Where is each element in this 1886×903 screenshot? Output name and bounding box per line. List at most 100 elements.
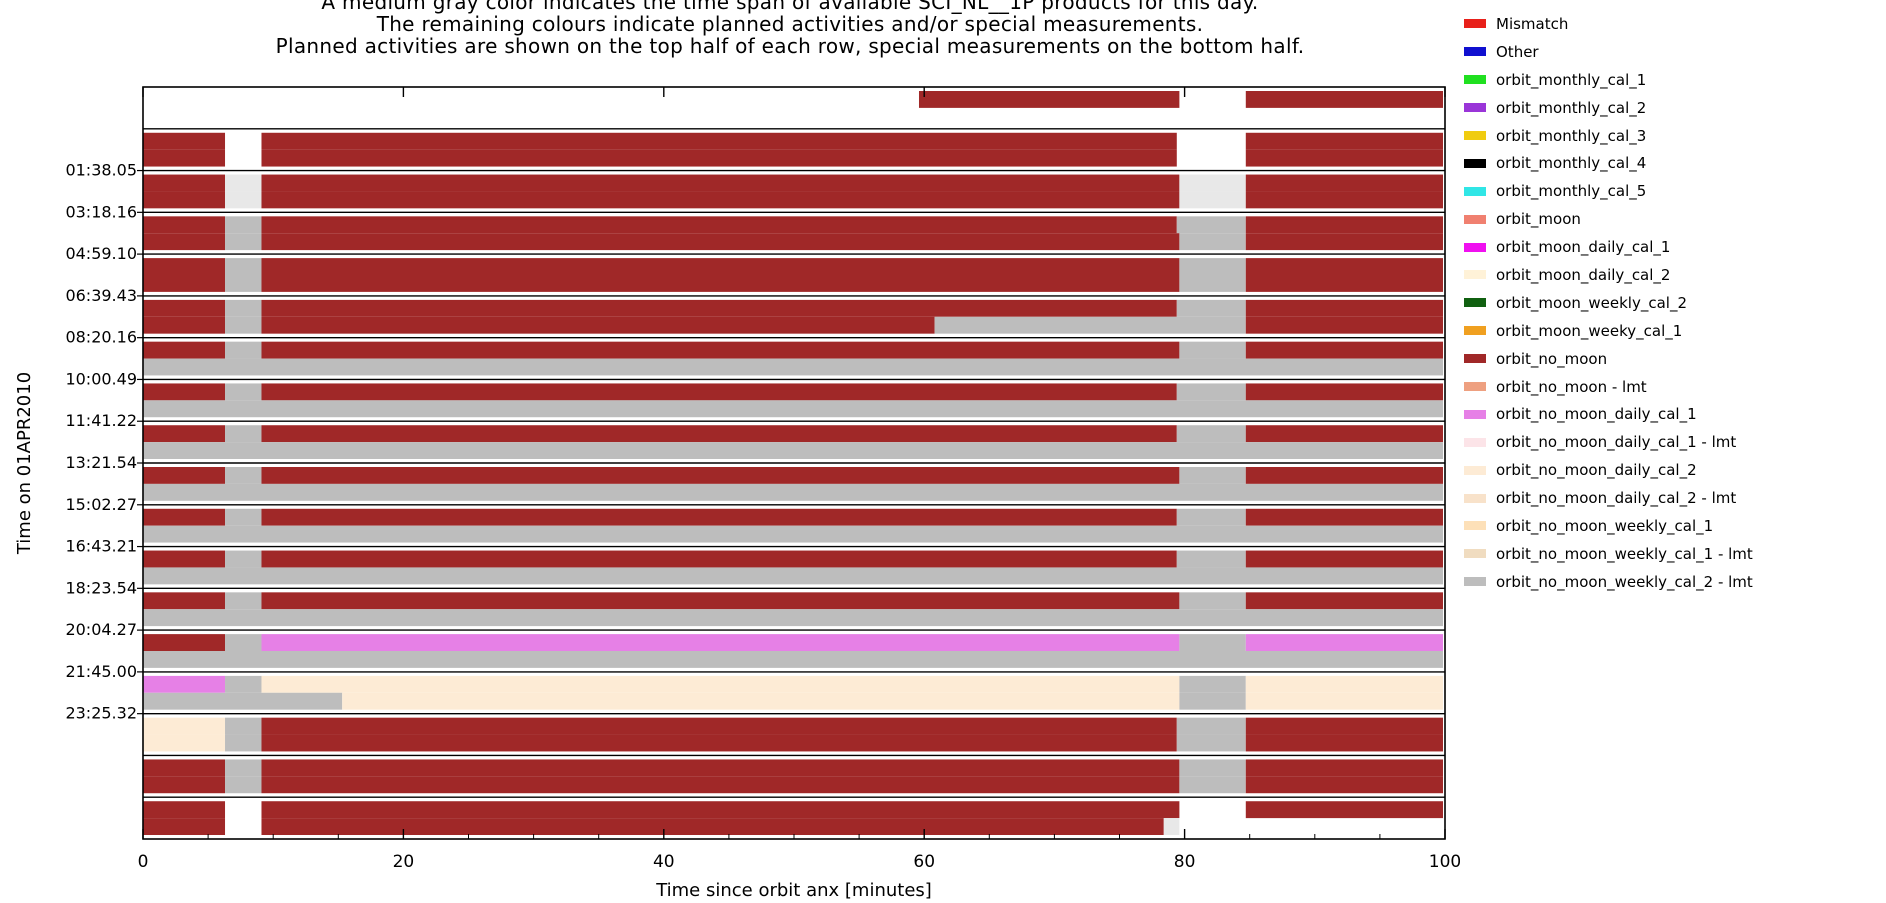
legend-entry: orbit_no_moon_daily_cal_2 - lmt (1464, 484, 1878, 512)
legend-swatch (1464, 186, 1486, 196)
legend-swatch (1464, 158, 1486, 168)
activity-bar (143, 299, 226, 317)
activity-bar (1245, 316, 1443, 334)
activity-bar (261, 550, 1177, 568)
activity-bar (1245, 508, 1443, 526)
activity-bar (225, 776, 262, 794)
legend-label: orbit_no_moon_daily_cal_1 - lmt (1496, 433, 1737, 452)
activity-bar (143, 734, 226, 752)
note-line-2: The remaining colours indicate planned a… (376, 12, 1204, 36)
legend-label: orbit_moon_weekly_cal_2 (1496, 293, 1687, 312)
chart-notes: A medium gray color indicates the time s… (140, 0, 1440, 57)
activity-bar (1245, 717, 1443, 735)
activity-bar (1245, 191, 1443, 209)
activity-bar (225, 316, 262, 334)
activity-bar (1245, 132, 1443, 150)
legend-label: orbit_monthly_cal_2 (1496, 98, 1647, 117)
activity-bar (1245, 341, 1443, 359)
activity-bar (261, 216, 1177, 234)
y-tick-label: 13:21.54 (65, 453, 137, 472)
x-tick-label: 100 (1429, 852, 1460, 872)
activity-bar (1245, 467, 1443, 484)
activity-bar (1245, 550, 1443, 568)
activity-bar (143, 233, 226, 251)
activity-bar (1245, 299, 1443, 317)
activity-bar (225, 299, 262, 317)
activity-bar (225, 717, 262, 735)
activity-bar (1245, 233, 1443, 251)
activity-bar (261, 275, 1180, 292)
legend-label: orbit_moon_daily_cal_1 (1496, 238, 1671, 257)
activity-bar (934, 316, 1246, 334)
legend-entry: orbit_no_moon - lmt (1464, 373, 1878, 401)
x-tick-label: 80 (1174, 852, 1196, 872)
activity-bar (261, 191, 1180, 209)
activity-bar (261, 299, 1177, 317)
y-tick-label: 03:18.16 (65, 202, 137, 221)
note-line-3: Planned activities are shown on the top … (275, 34, 1305, 58)
activity-bar (1245, 425, 1443, 443)
activity-bar (143, 425, 226, 443)
legend-entry: orbit_moon_daily_cal_2 (1464, 261, 1878, 289)
activity-bar (225, 275, 262, 292)
activity-bar (143, 316, 226, 334)
activity-bar (1179, 634, 1246, 651)
activity-bar (1176, 299, 1246, 317)
activity-bar (1179, 675, 1246, 693)
activity-bar (143, 383, 226, 401)
activity-bar (1179, 341, 1246, 359)
activity-bar (1176, 425, 1246, 443)
legend-entry: orbit_monthly_cal_3 (1464, 122, 1878, 150)
activity-bar (143, 341, 226, 359)
activity-bar (143, 149, 226, 167)
activity-bar (225, 467, 262, 484)
legend-label: orbit_no_moon_daily_cal_2 (1496, 461, 1697, 480)
activity-bar (261, 341, 1180, 359)
legend-entry: orbit_monthly_cal_2 (1464, 94, 1878, 122)
legend-swatch (1464, 214, 1486, 224)
legend-swatch (1464, 465, 1486, 475)
legend-swatch (1464, 382, 1486, 392)
x-axis-label: Time since orbit anx [minutes] (655, 880, 932, 901)
activity-bar (143, 776, 226, 794)
legend-label: orbit_no_moon_weekly_cal_1 (1496, 516, 1714, 535)
legend-entry: orbit_monthly_cal_5 (1464, 177, 1878, 205)
activity-bar (143, 592, 226, 610)
legend-entry: orbit_no_moon_daily_cal_1 (1464, 400, 1878, 428)
activity-bar (143, 567, 1443, 585)
activity-bar (1245, 592, 1443, 610)
legend-label: orbit_no_moon_weekly_cal_1 - lmt (1496, 544, 1753, 563)
legend-label: orbit_no_moon_daily_cal_1 (1496, 405, 1697, 424)
legend-entry: orbit_moon (1464, 205, 1878, 233)
activity-bar (143, 483, 1443, 501)
legend-entry: orbit_monthly_cal_1 (1464, 66, 1878, 94)
y-tick-label: 11:41.22 (65, 411, 137, 430)
activity-bar (261, 592, 1180, 610)
legend-swatch (1464, 47, 1486, 57)
legend-swatch (1464, 270, 1486, 280)
activity-bar (1245, 759, 1443, 777)
legend-swatch (1464, 103, 1486, 113)
legend-label: orbit_no_moon_daily_cal_2 - lmt (1496, 489, 1737, 508)
activity-bar (143, 275, 226, 292)
legend-label: orbit_no_moon (1496, 349, 1608, 368)
activity-bar (1245, 275, 1443, 292)
activity-bar (1245, 383, 1443, 401)
activity-bar (143, 400, 1443, 418)
y-tick-label: 10:00.49 (65, 369, 137, 388)
activity-bar (143, 358, 1443, 376)
legend-label: orbit_monthly_cal_3 (1496, 126, 1647, 145)
activity-bar (1179, 191, 1246, 209)
activity-bar (261, 675, 1180, 693)
x-tick-label: 40 (653, 852, 675, 872)
activity-bar (225, 383, 262, 401)
activity-bar (1179, 258, 1246, 275)
legend-swatch (1464, 131, 1486, 140)
legend-label: orbit_monthly_cal_4 (1496, 154, 1647, 173)
activity-bar (261, 258, 1180, 275)
activity-bar (1176, 508, 1246, 526)
legend: Mismatch Other orbit_monthly_cal_1 orbit_mo… (1464, 10, 1878, 596)
activity-bar (143, 609, 1443, 627)
activity-bar (143, 174, 226, 192)
